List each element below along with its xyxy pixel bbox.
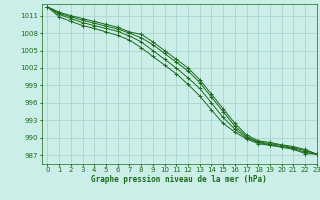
X-axis label: Graphe pression niveau de la mer (hPa): Graphe pression niveau de la mer (hPa) (91, 175, 267, 184)
